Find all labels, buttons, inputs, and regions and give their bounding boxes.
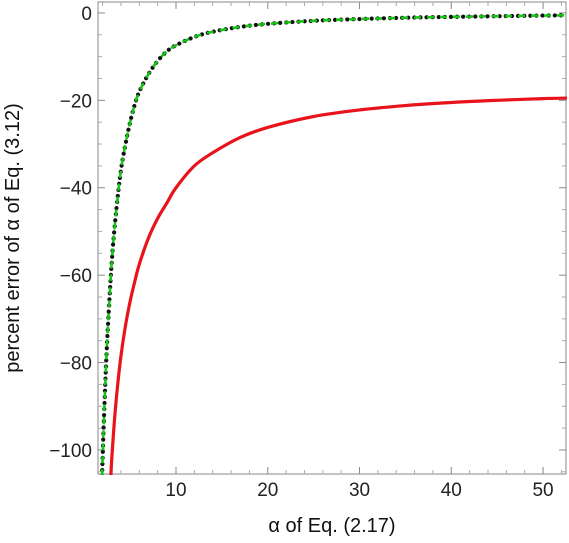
plot-frame [97, 1, 567, 475]
x-tick-label: 50 [532, 480, 553, 501]
y-tick-label: −20 [60, 91, 92, 112]
series-line-2-dotted [100, 13, 567, 475]
x-tick-label: 40 [441, 480, 462, 501]
series-layer [100, 13, 567, 475]
x-tick-label: 20 [257, 480, 278, 501]
series-line-1-solid [109, 96, 567, 475]
y-axis-ticks: 0 −20 −40 −60 −80 −100 [49, 4, 566, 473]
x-axis-label: α of Eq. (2.17) [268, 515, 395, 537]
y-tick-label: −60 [60, 266, 92, 287]
y-tick-label: −100 [49, 441, 92, 462]
x-axis-ticks: 10 20 30 40 50 [102, 2, 562, 501]
y-tick-label: −40 [60, 179, 92, 200]
series-line-3-dashed [100, 14, 567, 475]
x-tick-label: 10 [165, 480, 186, 501]
x-tick-label: 30 [349, 480, 370, 501]
y-tick-label: 0 [81, 4, 92, 25]
y-axis-label: percent error of α of Eq. (3.12) [2, 103, 24, 372]
y-tick-label: −80 [60, 354, 92, 375]
